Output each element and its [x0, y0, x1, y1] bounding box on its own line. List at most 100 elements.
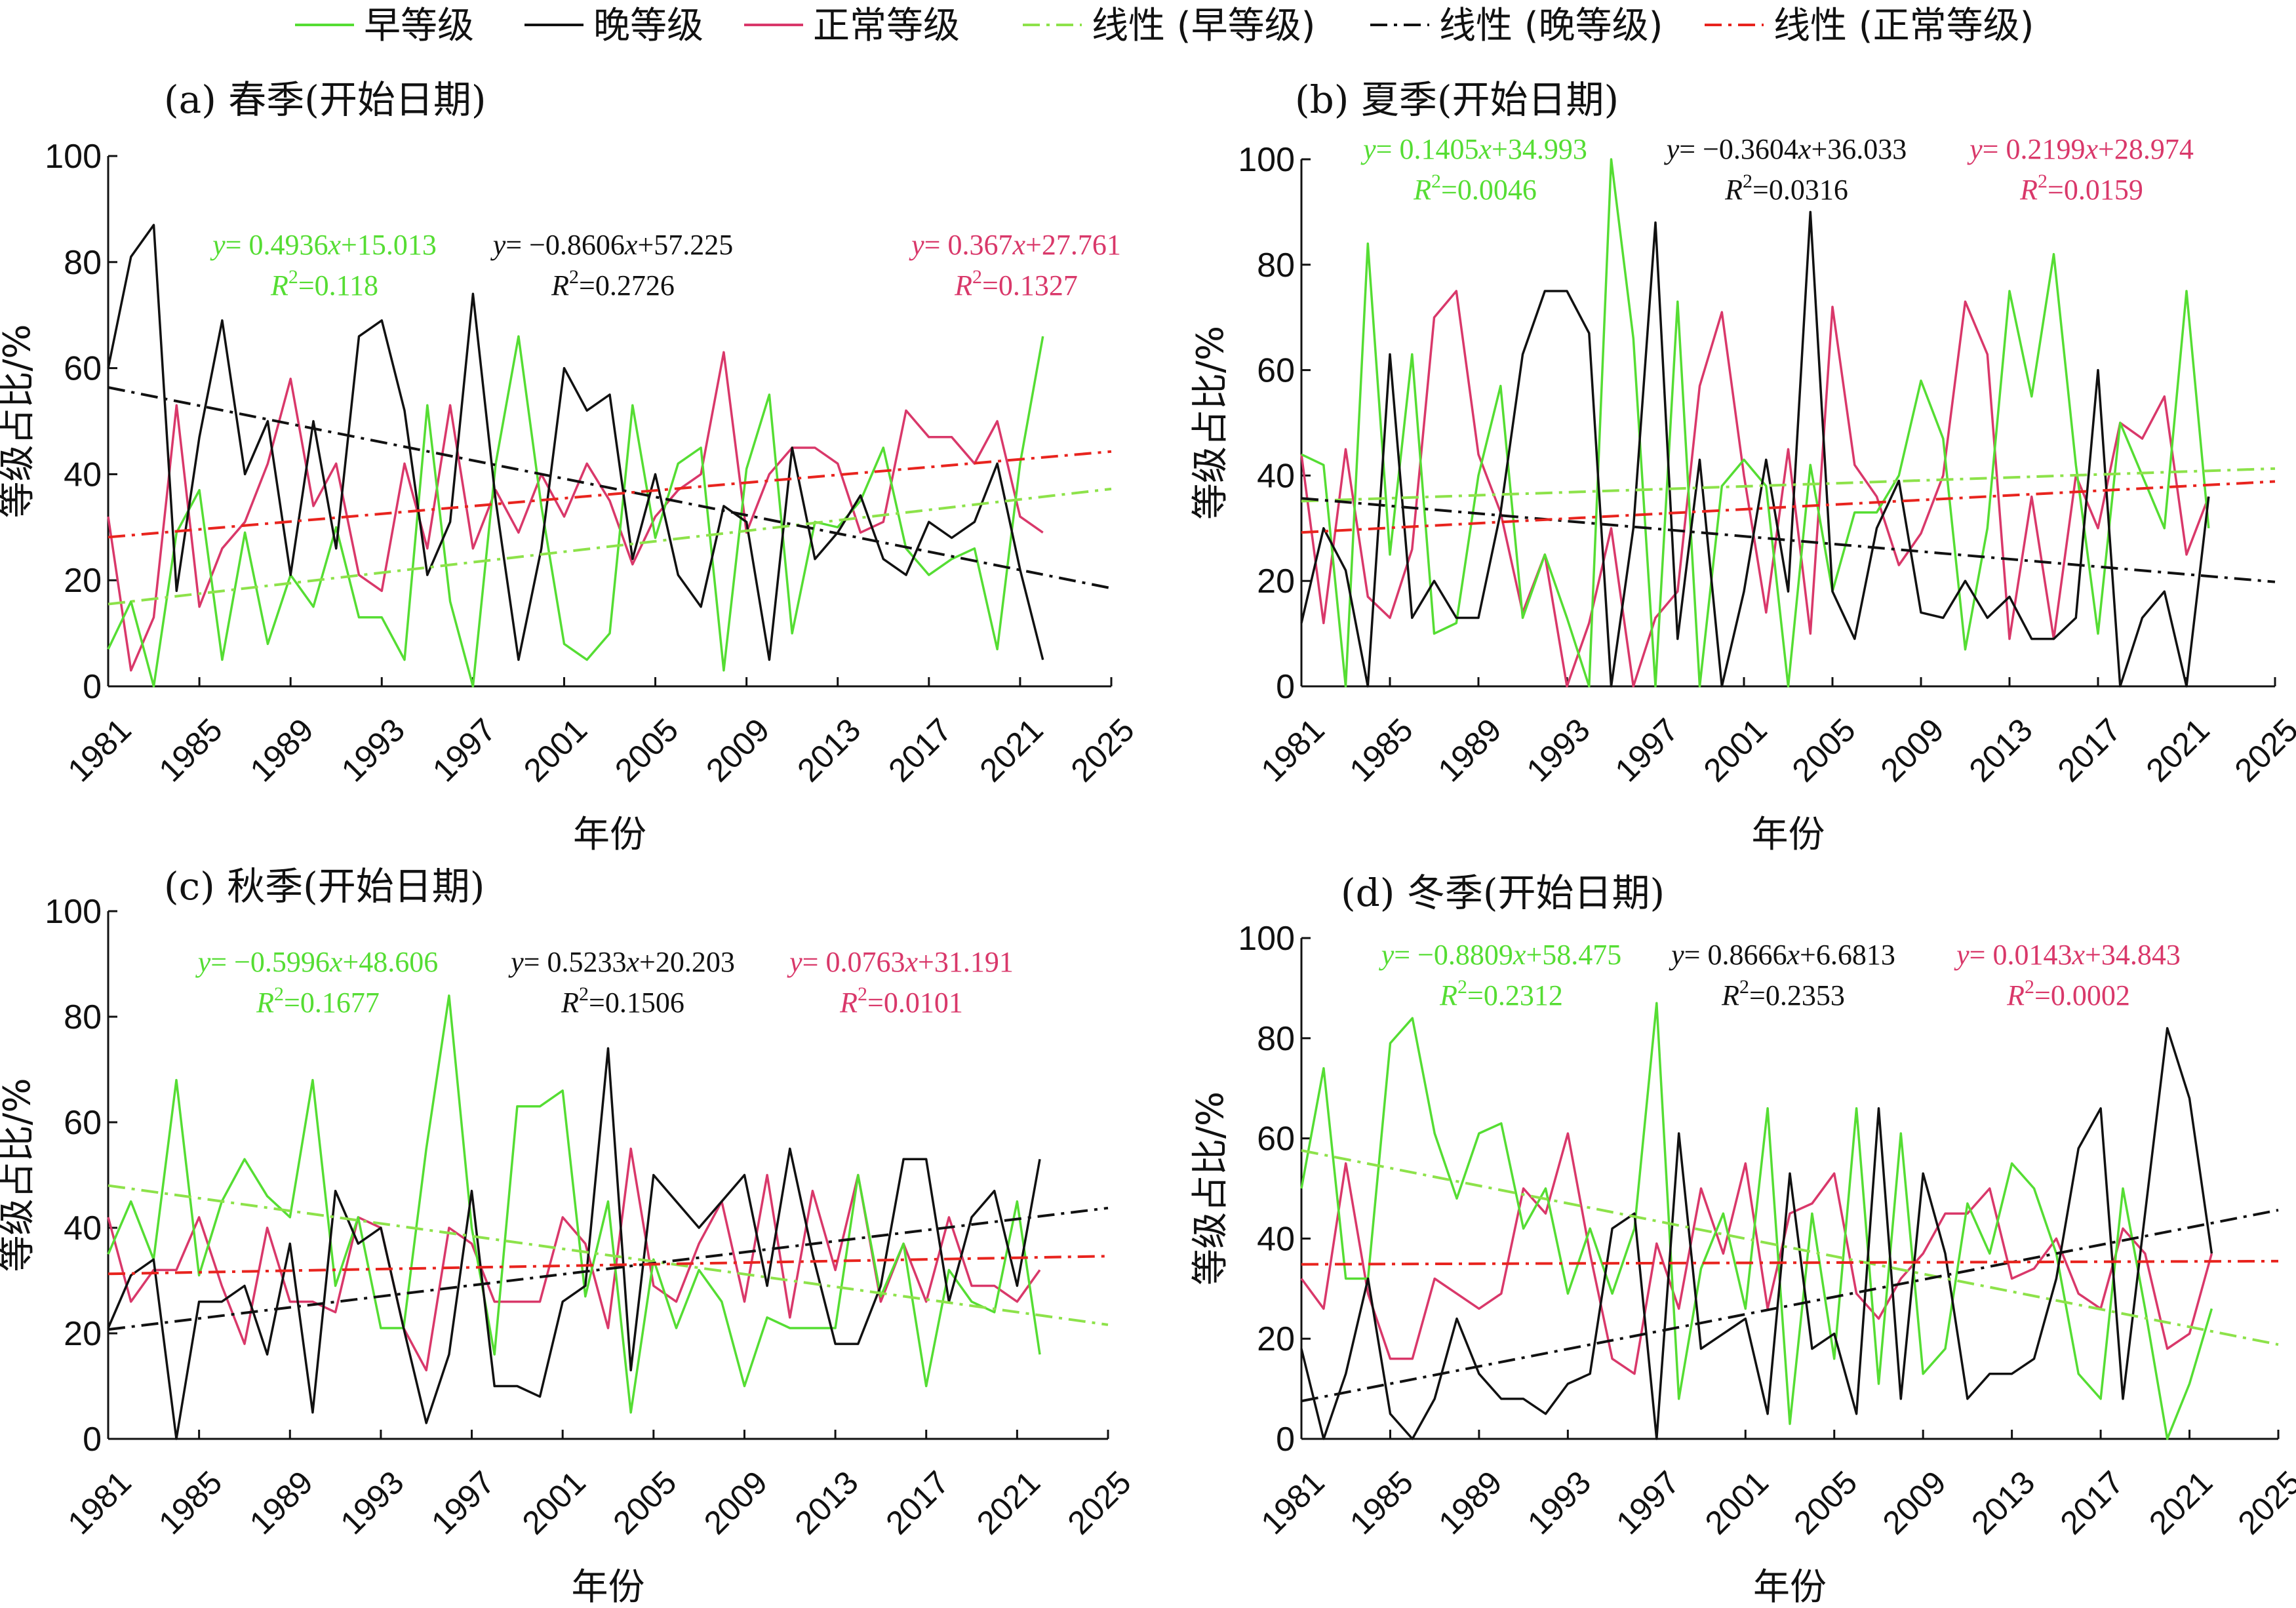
- eq-slope: = 0.4936: [226, 229, 328, 261]
- y-tick-label: 100: [1238, 920, 1295, 958]
- x-axis-title: 年份: [1753, 1566, 1827, 1608]
- panel-title: (b) 夏季(开始日期): [1295, 77, 1619, 122]
- eq-y: y: [210, 229, 226, 261]
- regression-equation: y= −0.5996x+48.606: [195, 946, 439, 978]
- legend-item: 早等级: [295, 5, 474, 47]
- eq-x: x: [626, 946, 640, 978]
- r2-symbol: R: [2019, 174, 2038, 206]
- y-tick-label: 20: [1257, 1320, 1295, 1358]
- eq-y: y: [1360, 133, 1376, 165]
- y-tick-label: 100: [1238, 141, 1295, 179]
- y-tick-label: 80: [1257, 1020, 1295, 1058]
- x-tick-label: 1993: [334, 711, 412, 789]
- r2-symbol: R: [954, 269, 972, 302]
- trendline: [108, 386, 1112, 590]
- legend-label: 晚等级: [593, 5, 703, 47]
- r-squared: R2=0.0159: [2019, 170, 2143, 206]
- x-tick-label: 1997: [424, 1464, 502, 1541]
- legend: 早等级 晚等级 正常等级 线性 (早等级) 线性 (晚等级) 线性 (正常等级): [295, 5, 2034, 47]
- eq-x: x: [2072, 939, 2086, 971]
- x-tick-label: 2013: [1964, 1464, 2042, 1541]
- r2-superscript: 2: [1431, 170, 1441, 192]
- y-tick-label: 100: [45, 138, 102, 176]
- eq-x: x: [624, 229, 638, 261]
- regression-equation: y= 0.4936x+15.013: [210, 229, 437, 261]
- x-tick-label: 2009: [699, 711, 776, 789]
- r2-superscript: 2: [1739, 976, 1749, 998]
- eq-slope: = 0.5233: [524, 946, 627, 978]
- eq-intercept: +34.843: [2085, 939, 2181, 971]
- eq-slope: = 0.1405: [1376, 133, 1479, 165]
- eq-intercept: +31.191: [918, 946, 1014, 978]
- x-tick-label: 1985: [151, 1464, 229, 1541]
- x-tick-label: 2005: [1785, 711, 1863, 789]
- x-axis-title: 年份: [572, 1566, 645, 1608]
- r-squared: R2=0.1327: [954, 266, 1078, 302]
- y-tick-label: 60: [64, 1104, 102, 1142]
- r2-symbol: R: [1724, 174, 1743, 206]
- eq-y: y: [195, 946, 211, 978]
- panel-title: (a) 春季(开始日期): [164, 77, 486, 122]
- y-tick-label: 0: [83, 1421, 102, 1459]
- y-tick-label: 40: [1257, 457, 1295, 495]
- eq-slope: = 0.0143: [1969, 939, 2072, 971]
- eq-x: x: [2085, 133, 2099, 165]
- x-tick-label: 2021: [2139, 711, 2217, 789]
- r2-value: =0.1327: [982, 269, 1078, 302]
- eq-x: x: [1787, 939, 1800, 971]
- eq-slope: = 0.367: [924, 229, 1013, 261]
- eq-y: y: [909, 229, 924, 261]
- r2-value: =0.0159: [2048, 174, 2143, 206]
- eq-x: x: [905, 946, 919, 978]
- x-tick-label: 1993: [333, 1464, 410, 1541]
- eq-intercept: +15.013: [341, 229, 437, 261]
- r2-symbol: R: [270, 269, 288, 302]
- y-axis-title: 等级占比/%: [0, 324, 39, 518]
- x-tick-label: 2021: [2142, 1464, 2219, 1541]
- series-line: [107, 1047, 1041, 1440]
- eq-x: x: [1012, 229, 1026, 261]
- r2-symbol: R: [1413, 174, 1431, 206]
- eq-y: y: [787, 946, 802, 978]
- legend-label: 线性 (正常等级): [1773, 5, 2034, 47]
- y-tick-label: 80: [64, 998, 102, 1036]
- chart-panel: (d) 冬季(开始日期) 0 20 40 60 80 100 1981 1985 1989 1993…: [1189, 871, 2296, 1608]
- eq-intercept: +20.203: [639, 946, 735, 978]
- y-tick-label: 20: [1257, 562, 1295, 600]
- x-tick-label: 2025: [2228, 711, 2296, 789]
- trendline: [1301, 467, 2276, 503]
- legend-item: 线性 (晚等级): [1370, 5, 1663, 47]
- x-tick-label: 2001: [515, 1464, 593, 1541]
- y-axis-title: 等级占比/%: [1189, 1091, 1232, 1285]
- trendline: [108, 487, 1112, 606]
- x-tick-label: 2001: [517, 711, 594, 789]
- r-squared: R2=0.1506: [561, 983, 684, 1019]
- eq-x: x: [328, 229, 342, 261]
- r-squared: R2=0.0002: [2006, 976, 2130, 1011]
- r2-value: =0.0101: [867, 987, 963, 1019]
- series-line: [1300, 1132, 2213, 1375]
- r2-value: =0.2726: [579, 269, 675, 302]
- regression-equation: y= 0.1405x+34.993: [1360, 133, 1587, 165]
- x-tick-label: 2013: [788, 1464, 865, 1541]
- series-line: [107, 335, 1044, 688]
- x-tick-label: 1989: [243, 1464, 320, 1541]
- y-tick-label: 60: [1257, 352, 1295, 390]
- x-tick-label: 1985: [1343, 1464, 1420, 1541]
- eq-x: x: [1478, 133, 1492, 165]
- eq-x: x: [1513, 939, 1526, 971]
- y-axis-title: 等级占比/%: [0, 1078, 39, 1272]
- x-tick-label: 2021: [970, 1464, 1047, 1541]
- r2-symbol: R: [1439, 979, 1457, 1011]
- y-tick-label: 20: [64, 562, 102, 600]
- x-tick-label: 2005: [608, 711, 685, 789]
- x-tick-label: 2013: [1962, 711, 2040, 789]
- x-tick-label: 2009: [697, 1464, 774, 1541]
- eq-intercept: +36.033: [1811, 133, 1907, 165]
- series-line: [1300, 290, 2210, 688]
- regression-equation: y= 0.2199x+28.974: [1967, 133, 2194, 165]
- eq-slope: = 0.0763: [802, 946, 905, 978]
- chart-panel: (c) 秋季(开始日期) 0 20 40 60 80 100 1981 1985 1989 1993…: [0, 864, 1138, 1608]
- x-tick-label: 2013: [790, 711, 867, 789]
